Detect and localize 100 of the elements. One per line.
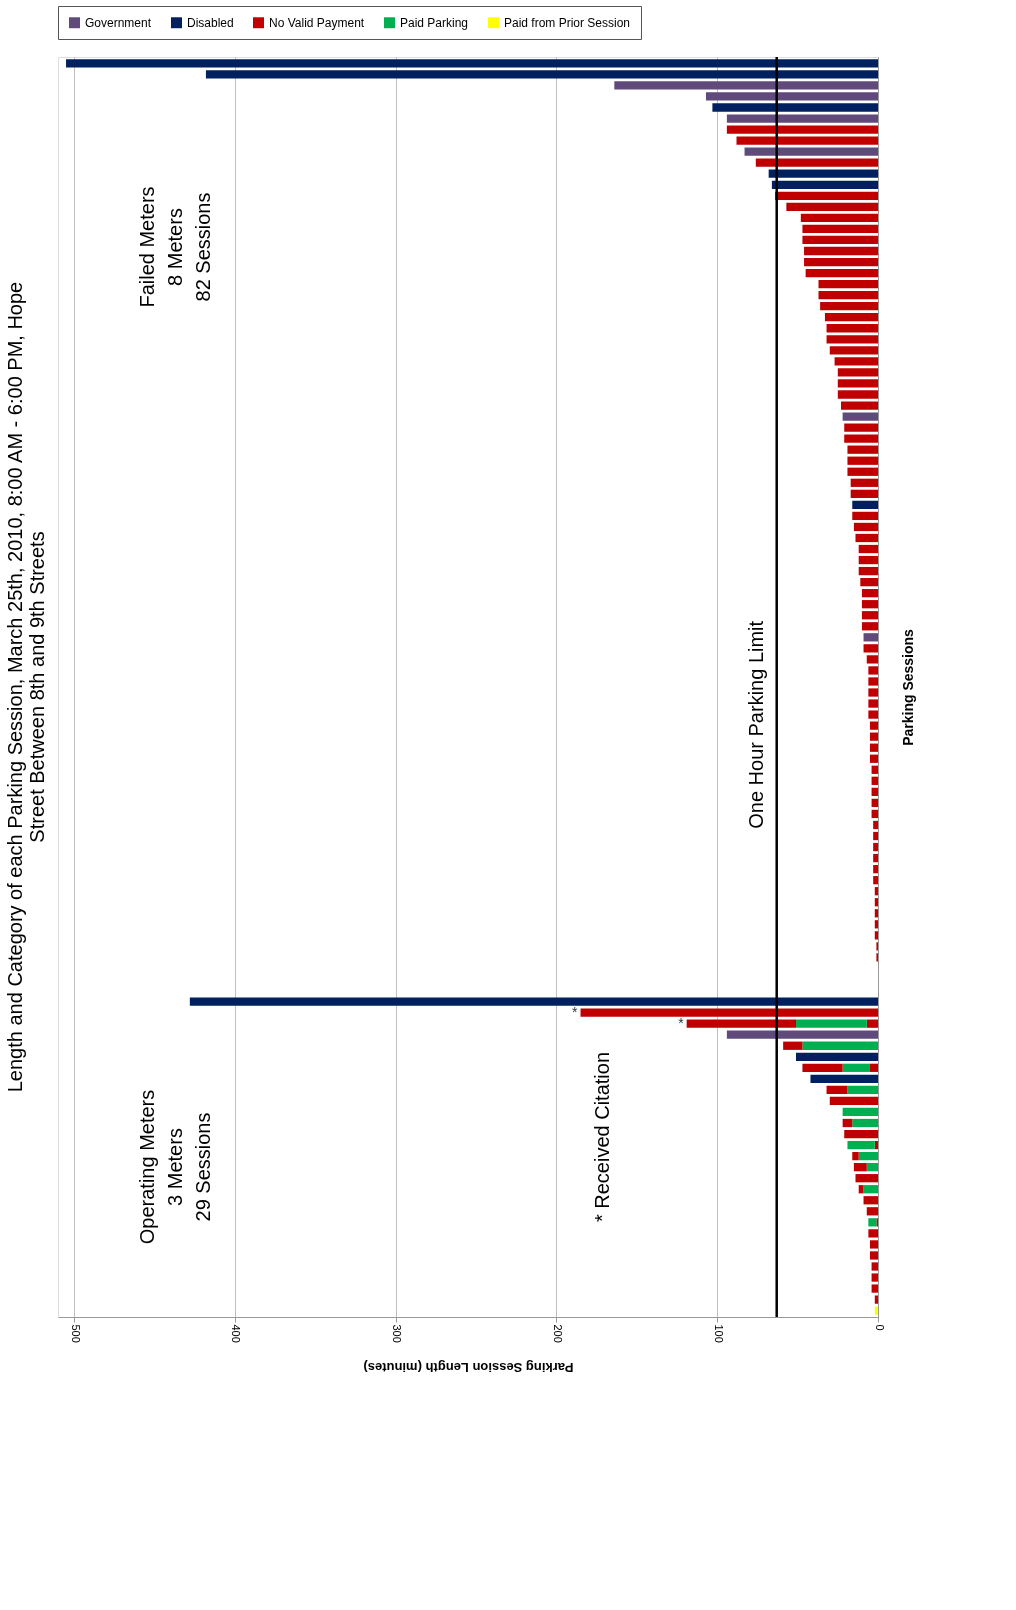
bar xyxy=(837,379,878,388)
bar xyxy=(818,291,878,300)
bar xyxy=(796,1052,878,1061)
bar xyxy=(826,324,878,333)
bar xyxy=(834,357,878,366)
annotation: Operating Meters 3 Meters 29 Sessions xyxy=(136,1089,214,1245)
bar xyxy=(829,346,878,355)
bar xyxy=(755,158,878,167)
bar xyxy=(869,743,878,752)
data-label: * xyxy=(678,1014,685,1031)
bar xyxy=(850,478,878,487)
bar xyxy=(768,169,878,178)
bar xyxy=(858,544,878,554)
bar xyxy=(868,699,878,708)
bar xyxy=(874,1295,878,1304)
bar xyxy=(871,798,878,808)
bar xyxy=(868,1218,877,1227)
x-tick-label: 100 xyxy=(712,1324,725,1343)
bar xyxy=(712,103,878,112)
legend-label: Government xyxy=(85,15,152,30)
ref-line-label: One Hour Parking Limit xyxy=(744,620,767,829)
bar xyxy=(726,114,878,123)
bar xyxy=(189,997,878,1006)
bar xyxy=(861,589,878,598)
bar xyxy=(826,1085,848,1095)
y-axis-title: Parking Sessions xyxy=(899,628,916,746)
bar xyxy=(866,1019,878,1028)
bar xyxy=(800,213,878,223)
bar xyxy=(66,59,878,68)
bar xyxy=(705,92,878,101)
bar xyxy=(871,1273,878,1282)
x-axis-title: Parking Session Length (minutes) xyxy=(363,1359,574,1375)
bar xyxy=(868,688,878,697)
legend-label: No Valid Payment xyxy=(269,15,365,30)
bar xyxy=(873,876,878,885)
bar xyxy=(873,853,878,863)
bar xyxy=(802,1041,878,1050)
x-tick-label: 500 xyxy=(69,1324,82,1343)
bar xyxy=(844,434,878,443)
x-tick-label: 200 xyxy=(551,1324,564,1343)
bar xyxy=(847,467,878,476)
bar xyxy=(775,191,878,200)
bar xyxy=(860,578,878,587)
bar xyxy=(868,1229,878,1238)
bar xyxy=(844,1129,878,1139)
bar xyxy=(869,721,878,730)
bar xyxy=(858,555,878,565)
bar xyxy=(869,1251,878,1260)
bar xyxy=(686,1019,796,1028)
bar xyxy=(871,765,878,774)
bar xyxy=(873,842,878,852)
annotation: * Received Citation xyxy=(591,1051,613,1223)
bar xyxy=(802,235,878,245)
bar xyxy=(863,644,878,653)
bar xyxy=(868,710,878,719)
bar xyxy=(871,809,878,819)
bar xyxy=(869,1240,878,1249)
bar xyxy=(869,1063,878,1072)
bar xyxy=(744,147,878,156)
bar xyxy=(736,136,878,145)
bar xyxy=(844,423,878,432)
bar xyxy=(820,302,878,311)
bar xyxy=(805,268,878,278)
bar xyxy=(802,224,878,234)
bar xyxy=(852,1151,859,1161)
x-tick-label: 0 xyxy=(873,1324,886,1331)
bar xyxy=(783,1041,803,1050)
bar xyxy=(861,622,878,631)
bar xyxy=(869,754,878,763)
bar xyxy=(847,1140,875,1150)
bar xyxy=(873,820,878,830)
bar xyxy=(786,202,878,211)
bar xyxy=(796,1019,867,1028)
bar xyxy=(850,489,878,498)
bar xyxy=(853,522,878,532)
bar xyxy=(866,1207,878,1216)
bar xyxy=(580,1008,878,1017)
bar xyxy=(205,70,878,79)
bar xyxy=(804,257,878,267)
bar xyxy=(829,1096,878,1106)
bar xyxy=(726,125,878,134)
bar xyxy=(866,655,878,664)
bar xyxy=(852,500,878,510)
bar xyxy=(871,1284,878,1293)
bar xyxy=(852,1118,878,1128)
bar xyxy=(863,1196,878,1205)
bar xyxy=(873,864,878,874)
bar xyxy=(842,1118,853,1128)
bar xyxy=(855,1174,878,1183)
bar xyxy=(861,611,878,620)
bar xyxy=(804,246,878,256)
bar xyxy=(869,732,878,741)
text: Length and Category of each Parking Session, March 25th, 2010, 8:00 AM - 6:00 PM, Hope Street Between 8th and 9th Streets xyxy=(3,281,48,1093)
legend-label: Paid from Prior Session xyxy=(504,15,631,30)
bar xyxy=(842,412,878,421)
bar xyxy=(858,1185,864,1194)
bar xyxy=(871,1262,878,1271)
bar xyxy=(726,1030,878,1039)
bar xyxy=(847,456,878,465)
legend-label: Paid Parking xyxy=(400,15,469,30)
